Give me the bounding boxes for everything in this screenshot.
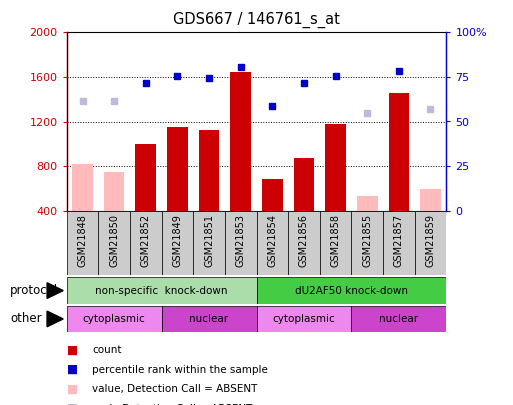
Text: GSM21854: GSM21854 <box>267 214 278 267</box>
Text: ■: ■ <box>67 402 78 405</box>
Bar <box>230 72 251 211</box>
Bar <box>293 158 314 211</box>
Bar <box>225 211 256 275</box>
Text: GSM21849: GSM21849 <box>172 214 183 267</box>
Bar <box>420 190 441 211</box>
Text: percentile rank within the sample: percentile rank within the sample <box>92 365 268 375</box>
Bar <box>256 306 351 332</box>
Bar <box>104 172 125 211</box>
Bar <box>320 211 351 275</box>
Bar <box>162 211 193 275</box>
Bar <box>199 130 220 211</box>
Bar <box>167 127 188 211</box>
Text: cytoplasmic: cytoplasmic <box>272 314 336 324</box>
Polygon shape <box>47 283 63 298</box>
Bar <box>256 211 288 275</box>
Polygon shape <box>47 311 63 327</box>
Text: GSM21853: GSM21853 <box>235 214 246 267</box>
Text: GSM21858: GSM21858 <box>330 214 341 267</box>
Text: GSM21851: GSM21851 <box>204 214 214 267</box>
Bar <box>357 196 378 211</box>
Text: GSM21850: GSM21850 <box>109 214 119 267</box>
Text: GSM21859: GSM21859 <box>425 214 436 267</box>
Text: non-specific  knock-down: non-specific knock-down <box>95 286 228 296</box>
Text: value, Detection Call = ABSENT: value, Detection Call = ABSENT <box>92 384 258 394</box>
Bar <box>383 211 415 275</box>
Text: nuclear: nuclear <box>189 314 229 324</box>
Bar <box>67 211 98 275</box>
Text: GSM21848: GSM21848 <box>77 214 88 267</box>
Text: ■: ■ <box>67 344 78 357</box>
Text: count: count <box>92 345 122 355</box>
Bar <box>262 179 283 211</box>
Bar <box>256 277 446 304</box>
Text: other: other <box>10 312 42 326</box>
Bar <box>162 306 256 332</box>
Text: nuclear: nuclear <box>379 314 419 324</box>
Bar <box>351 306 446 332</box>
Text: GSM21852: GSM21852 <box>141 214 151 267</box>
Text: cytoplasmic: cytoplasmic <box>83 314 146 324</box>
Text: GDS667 / 146761_s_at: GDS667 / 146761_s_at <box>173 12 340 28</box>
Text: protocol: protocol <box>10 284 58 297</box>
Text: ■: ■ <box>67 363 78 376</box>
Bar <box>193 211 225 275</box>
Bar <box>130 211 162 275</box>
Text: GSM21855: GSM21855 <box>362 214 372 267</box>
Bar <box>288 211 320 275</box>
Bar <box>98 211 130 275</box>
Text: rank, Detection Call = ABSENT: rank, Detection Call = ABSENT <box>92 404 253 405</box>
Bar <box>351 211 383 275</box>
Bar <box>415 211 446 275</box>
Bar <box>67 277 256 304</box>
Text: GSM21856: GSM21856 <box>299 214 309 267</box>
Text: dU2AF50 knock-down: dU2AF50 knock-down <box>295 286 408 296</box>
Bar <box>72 164 93 211</box>
Bar <box>388 92 409 211</box>
Bar <box>325 124 346 211</box>
Bar <box>67 306 162 332</box>
Bar <box>135 144 156 211</box>
Text: ■: ■ <box>67 383 78 396</box>
Text: GSM21857: GSM21857 <box>394 214 404 267</box>
